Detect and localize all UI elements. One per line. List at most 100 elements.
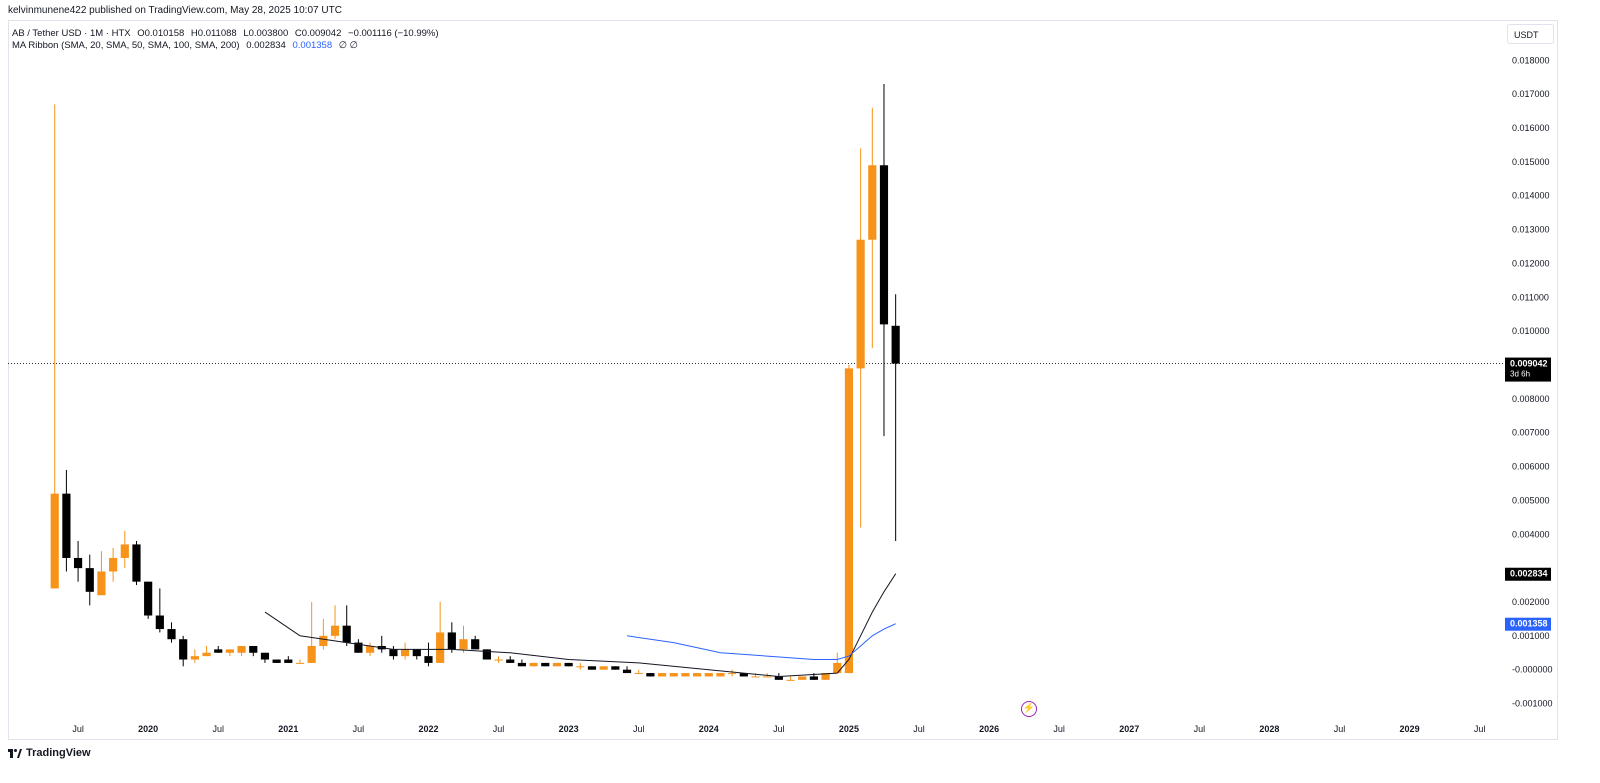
y-tick-label: 0.002000 (1512, 597, 1550, 607)
candle-body (167, 629, 176, 640)
y-tick-label: 0.001000 (1512, 631, 1550, 641)
candle-body (401, 649, 410, 657)
candle-body (774, 676, 783, 680)
x-tick-label: 2025 (839, 724, 859, 734)
candle (307, 601, 316, 663)
chart-frame[interactable] (8, 20, 1558, 740)
candle-body (389, 649, 398, 657)
x-tick-label: 2021 (278, 724, 298, 734)
candle-body (622, 669, 632, 674)
badge-text: 0.001358 (1510, 619, 1548, 629)
candle (693, 673, 702, 677)
candle (599, 666, 608, 670)
candle (272, 659, 281, 663)
badge-text: 3d 6h (1510, 370, 1530, 379)
candle (763, 673, 772, 678)
candle (190, 649, 199, 663)
candle (330, 605, 340, 640)
candle (365, 642, 375, 657)
candle (284, 656, 293, 663)
candle (62, 469, 71, 572)
candle-body (412, 649, 421, 657)
candle (85, 554, 94, 606)
candle-body (646, 673, 655, 677)
lightning-icon[interactable]: ⚡ (1021, 701, 1037, 717)
candle-body (179, 639, 188, 660)
candle-body (307, 645, 316, 663)
candle-body (728, 673, 737, 675)
candle-body (739, 673, 748, 677)
ohlc-low: L0.003800 (243, 28, 289, 39)
y-tick-label: -0.001000 (1512, 699, 1553, 709)
candle-body (319, 635, 328, 646)
y-tick-label: 0.013000 (1512, 225, 1550, 235)
candle-body (249, 645, 258, 653)
tradingview-logo[interactable]: TradingView (8, 747, 91, 759)
ma-null-values: ∅ ∅ (338, 40, 358, 51)
candle (202, 645, 211, 657)
symbol-name: AB / Tether USD · 1M · HTX (12, 28, 131, 39)
candle (833, 652, 842, 674)
candle-body (237, 645, 246, 653)
candle-body (471, 639, 480, 650)
ma50-badge: 0.001358 (1505, 617, 1551, 631)
badge-bg (1505, 357, 1551, 382)
x-tick-label: Jul (493, 724, 505, 734)
candle (844, 364, 854, 674)
candle (295, 659, 305, 664)
y-tick-label: 0.014000 (1512, 191, 1550, 201)
candle (319, 618, 328, 650)
candle-body (833, 662, 842, 674)
candle-body (751, 676, 760, 678)
candle (739, 673, 748, 677)
candle (354, 639, 363, 653)
candle (728, 669, 737, 677)
candle (412, 649, 421, 660)
candle-body (85, 568, 94, 592)
y-tick-label: 0.010000 (1512, 326, 1550, 336)
x-tick-label: Jul (1334, 724, 1346, 734)
candle (576, 662, 585, 670)
candles (50, 84, 900, 681)
currency-selector[interactable]: USDT (1507, 24, 1554, 44)
tradingview-mark-icon (8, 748, 22, 758)
ohlc-close: C0.009042 (294, 28, 342, 39)
ma-ribbon (264, 573, 897, 678)
x-tick-label: Jul (773, 724, 785, 734)
candle-body (821, 673, 830, 680)
candle-body (354, 642, 363, 653)
candle (786, 676, 795, 681)
y-tick-label: 0.012000 (1512, 258, 1550, 268)
candle (389, 645, 398, 660)
candle-body (564, 662, 573, 667)
candle (447, 622, 456, 653)
x-tick-label: Jul (1053, 724, 1065, 734)
x-tick-label: Jul (913, 724, 925, 734)
candle-body (541, 662, 550, 667)
candle-body (62, 493, 71, 558)
x-tick-label: 2022 (418, 724, 438, 734)
candle-body (716, 673, 725, 677)
candle-body (214, 649, 223, 653)
candle-body (459, 639, 468, 650)
candle-body (669, 673, 678, 677)
candle-body (786, 679, 795, 681)
candle-body (97, 571, 106, 596)
candle (120, 530, 129, 569)
candle-body (342, 625, 351, 643)
x-tick-label: 2023 (559, 724, 579, 734)
candle (646, 673, 655, 677)
candle (249, 645, 258, 657)
ma-line (626, 623, 896, 660)
y-tick-label: 0.011000 (1512, 292, 1549, 302)
y-tick-label: 0.005000 (1512, 495, 1550, 505)
candle-body (132, 544, 141, 582)
candle (436, 601, 445, 663)
candle (144, 581, 153, 619)
candle-body (517, 662, 526, 667)
published-line: kelvinmunene422 published on TradingView… (8, 5, 342, 16)
candle (891, 294, 900, 542)
candle (879, 84, 889, 437)
candle (225, 649, 235, 657)
